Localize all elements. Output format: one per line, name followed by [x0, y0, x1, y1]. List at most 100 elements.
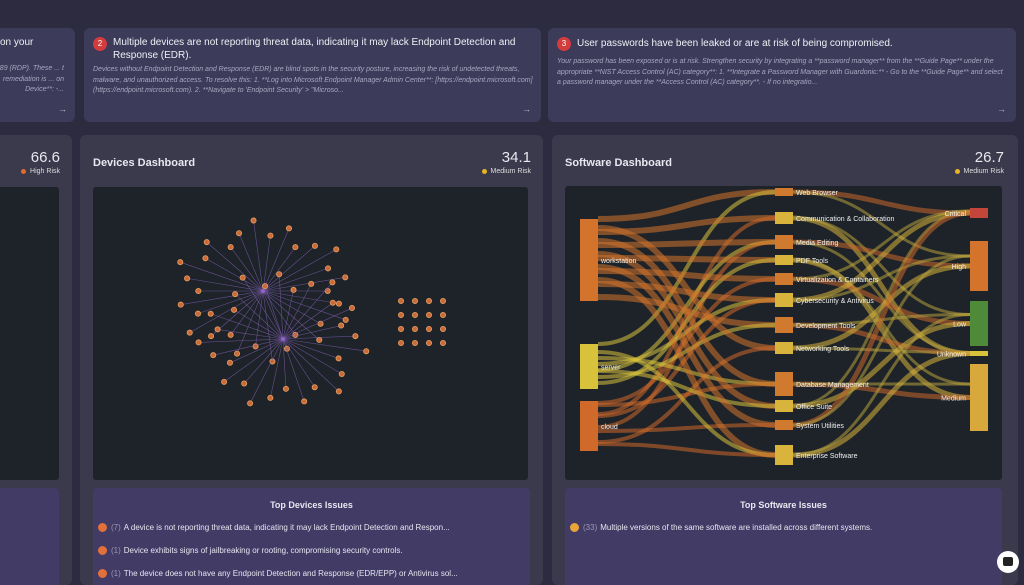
graph-hub — [281, 337, 285, 341]
dashboard-panel: 66.6 High Risk — [0, 135, 72, 585]
sankey-node — [580, 401, 598, 451]
issue-item[interactable]: (33)Multiple versions of the same softwa… — [570, 523, 872, 532]
graph-edge — [283, 339, 366, 351]
graph-node — [184, 276, 189, 281]
graph-node — [196, 340, 201, 345]
sankey-label: server — [601, 365, 621, 372]
sankey-label: High — [952, 264, 967, 271]
graph-node — [211, 353, 216, 358]
graph-node — [398, 298, 403, 303]
graph-node — [349, 305, 354, 310]
graph-node — [440, 340, 445, 345]
recommendation-card[interactable]: 2 Multiple devices are not reporting thr… — [84, 28, 541, 122]
sankey-node — [775, 212, 793, 224]
graph-node — [178, 302, 183, 307]
sankey-label: Office Suite — [796, 404, 832, 411]
chat-icon — [1003, 557, 1013, 566]
sankey-label: Networking Tools — [796, 346, 850, 353]
graph-node — [325, 266, 330, 271]
issue-item[interactable]: (7)A device is not reporting threat data… — [98, 523, 450, 532]
graph-edge — [283, 303, 333, 339]
issue-icon — [570, 523, 579, 532]
graph-edge — [180, 262, 263, 291]
graph-node — [227, 360, 232, 365]
graph-edge — [283, 290, 294, 339]
sankey-label: workstation — [600, 258, 637, 265]
sankey-label: Media Editing — [796, 240, 839, 247]
graph-node — [426, 340, 431, 345]
sankey-node — [775, 372, 793, 396]
sankey-node — [775, 400, 793, 412]
issue-item[interactable]: (1)The device does not have any Endpoint… — [98, 569, 458, 578]
graph-edge — [218, 329, 283, 339]
recommendation-card[interactable]: on your 389 (RDP). These ... t remediati… — [0, 28, 75, 122]
sankey-node — [970, 241, 988, 291]
graph-edge — [263, 228, 289, 291]
graph-node — [426, 298, 431, 303]
sankey-node — [580, 344, 598, 389]
sankey-node — [775, 420, 793, 430]
graph-node — [412, 312, 417, 317]
recommendation-title: User passwords have been leaked or are a… — [577, 37, 1007, 50]
sankey-label: Low — [953, 322, 967, 329]
graph-node — [231, 307, 236, 312]
sankey-node — [970, 301, 988, 346]
graph-node — [208, 334, 213, 339]
graph-node — [412, 326, 417, 331]
graph-node — [309, 281, 314, 286]
recommendation-card[interactable]: 3 User passwords have been leaked or are… — [548, 28, 1016, 122]
graph-node — [440, 312, 445, 317]
issue-count: (1) — [111, 569, 121, 578]
graph-edge — [283, 339, 315, 387]
sankey-node — [775, 273, 793, 285]
sankey-label: PDF Tools — [796, 258, 829, 265]
graph-node — [268, 233, 273, 238]
sankey-node — [775, 293, 793, 307]
graph-node — [440, 298, 445, 303]
graph-edge — [237, 291, 263, 354]
graph-node — [336, 356, 341, 361]
arrow-icon[interactable]: → — [997, 104, 1006, 114]
graph-node — [208, 311, 213, 316]
risk-score: 66.6 — [31, 149, 60, 166]
graph-node — [398, 326, 403, 331]
graph-node — [343, 317, 348, 322]
sankey-label: Cybersecurity & Antivirus — [796, 298, 874, 305]
graph-node — [353, 333, 358, 338]
recommendation-body: Your password has been exposed or is at … — [557, 57, 1007, 89]
issue-item[interactable]: (1)Device exhibits signs of jailbreaking… — [98, 546, 403, 555]
rank-badge: 2 — [93, 37, 107, 51]
graph-node — [283, 386, 288, 391]
graph-node — [268, 395, 273, 400]
risk-level: Medium Risk — [955, 168, 1004, 175]
graph-node — [247, 401, 252, 406]
graph-node — [277, 272, 282, 277]
recommendation-body: Devices without Endpoint Detection and R… — [93, 65, 533, 97]
graph-node — [236, 231, 241, 236]
graph-node — [196, 288, 201, 293]
issues-panel — [0, 488, 59, 585]
network-graph[interactable] — [93, 187, 528, 480]
recommendation-title: Multiple devices are not reporting threa… — [113, 36, 533, 62]
sankey-node — [775, 235, 793, 249]
chat-button[interactable] — [997, 551, 1019, 573]
graph-node — [240, 275, 245, 280]
sankey-label: Unknown — [937, 352, 966, 359]
network-svg — [93, 187, 528, 480]
sankey-node — [970, 351, 988, 356]
dashboard-title: Devices Dashboard — [93, 157, 195, 169]
graph-node — [312, 243, 317, 248]
arrow-icon[interactable]: → — [522, 104, 531, 114]
arrow-icon[interactable]: → — [58, 104, 67, 114]
issues-title: Top Devices Issues — [93, 500, 530, 510]
graph-node — [364, 349, 369, 354]
graph-node — [262, 284, 267, 289]
issue-icon — [98, 523, 107, 532]
graph-node — [234, 351, 239, 356]
graph-node — [440, 326, 445, 331]
graph-node — [178, 260, 183, 265]
sankey-flow — [598, 425, 775, 431]
sankey-node — [775, 342, 793, 354]
